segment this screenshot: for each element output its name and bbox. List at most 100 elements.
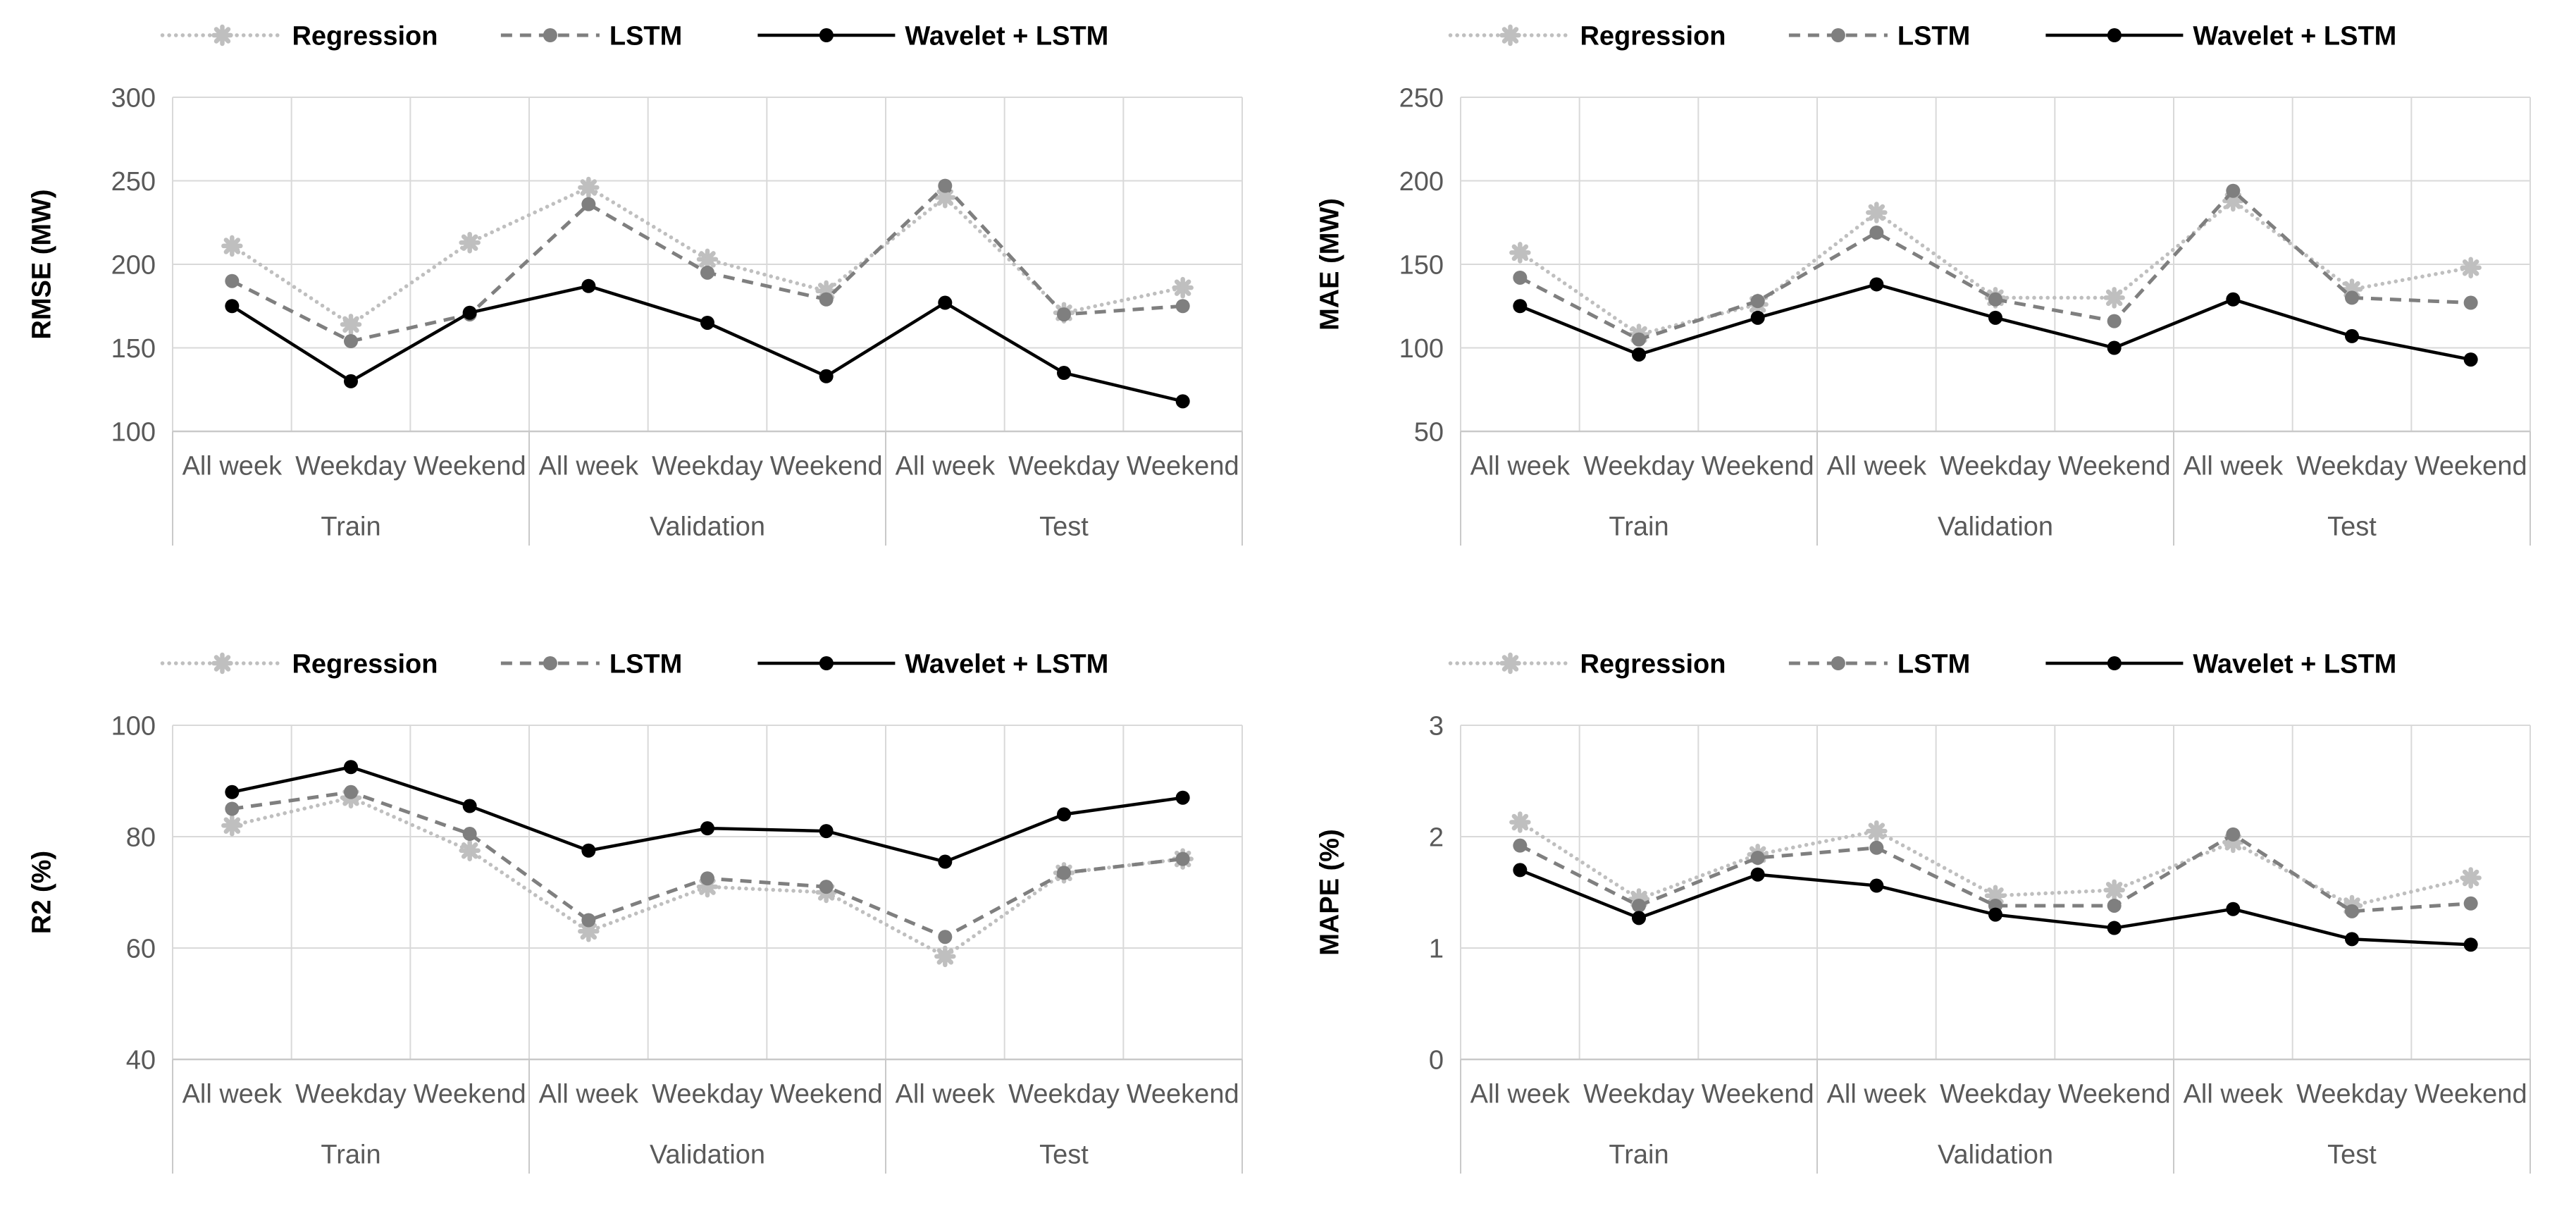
data-point-regression	[2103, 879, 2125, 902]
data-point-regression	[1866, 820, 1888, 842]
data-point-wavelet_lstm	[700, 315, 714, 330]
legend-marker-circle	[819, 28, 834, 42]
y-axis: 100 150 200 250 300 RMSE (MW)	[27, 83, 156, 447]
data-point-lstm	[700, 265, 714, 280]
legend-item-wavelet_lstm: Wavelet + LSTM	[2045, 649, 2396, 679]
data-point-regression	[1866, 202, 1888, 223]
category-label: Weekend	[414, 1079, 526, 1109]
y-tick-label: 50	[1414, 417, 1444, 447]
legend-label: Regression	[1580, 649, 1726, 679]
y-axis: 50 100 150 200 250 MAE (MW)	[1315, 83, 1444, 447]
data-point-wavelet_lstm	[1175, 394, 1190, 409]
group-label: Validation	[1938, 1140, 2053, 1169]
legend-item-regression: Regression	[160, 21, 438, 51]
data-point-lstm	[1057, 866, 1071, 880]
group-label: Train	[1609, 512, 1668, 541]
data-point-wavelet_lstm	[2226, 292, 2241, 307]
legend-label: LSTM	[1897, 21, 1970, 51]
category-label: Weekday	[1583, 1079, 1695, 1109]
data-point-regression	[340, 314, 362, 336]
y-axis-title: RMSE (MW)	[27, 189, 56, 339]
data-point-wavelet_lstm	[1513, 299, 1528, 314]
data-point-regression	[1172, 276, 1194, 299]
data-point-lstm	[344, 334, 358, 349]
legend-marker-star	[1499, 24, 1521, 47]
series-wavelet_lstm	[1513, 863, 2478, 952]
y-axis: 40 60 80 100 R2 (%)	[27, 711, 156, 1075]
legend-marker-star	[1499, 652, 1521, 675]
category-label: All week	[2184, 1079, 2284, 1109]
category-label: Weekend	[2058, 451, 2171, 481]
category-label: All week	[1827, 451, 1927, 481]
gridlines	[1460, 97, 2531, 432]
y-tick-label: 40	[126, 1045, 156, 1075]
data-point-regression	[459, 231, 481, 254]
data-point-wavelet_lstm	[462, 305, 477, 320]
y-axis: 0 1 2 3 MAPE (%)	[1315, 711, 1444, 1075]
legend-label: Wavelet + LSTM	[905, 649, 1108, 679]
category-label: All week	[2184, 451, 2284, 481]
data-point-lstm	[462, 827, 477, 842]
data-point-wavelet_lstm	[1513, 863, 1528, 878]
data-point-lstm	[2107, 898, 2122, 913]
legend-label: Wavelet + LSTM	[2193, 21, 2396, 51]
chart-r2-figure: All week Weekday Weekend All week Weekday Wee…	[0, 628, 1288, 1206]
data-point-lstm	[1513, 270, 1528, 285]
series-line-wavelet_lstm	[231, 765, 1183, 863]
chart-mae-figure: All week Weekday Weekend All week Weekday Wee…	[1288, 0, 2576, 578]
legend-label: Wavelet + LSTM	[905, 21, 1108, 51]
group-label: Train	[321, 1140, 380, 1169]
data-point-wavelet_lstm	[581, 843, 596, 858]
category-label: Weekday	[2296, 451, 2408, 481]
legend-label: LSTM	[609, 649, 682, 679]
rmse-chart-svg: All week Weekday Weekend All week Weekday Wee…	[27, 21, 1243, 546]
legend-marker-circle	[2107, 656, 2122, 670]
data-point-wavelet_lstm	[1057, 366, 1071, 381]
data-point-wavelet_lstm	[2107, 921, 2122, 935]
data-point-regression	[696, 248, 719, 271]
category-label: Weekday	[295, 451, 407, 481]
group-label: Test	[1039, 512, 1089, 541]
data-point-lstm	[1057, 307, 1071, 322]
data-point-wavelet_lstm	[1869, 277, 1884, 292]
data-point-lstm	[225, 273, 240, 288]
series-lstm	[225, 178, 1190, 349]
category-label: Weekday	[652, 451, 763, 481]
legend-marker-star	[211, 652, 233, 675]
data-point-wavelet_lstm	[581, 278, 596, 293]
category-label: Weekday	[295, 1079, 407, 1109]
legend-marker-circle	[819, 656, 834, 670]
series-line-wavelet_lstm	[231, 284, 1184, 403]
category-label: Weekday	[1008, 1079, 1120, 1109]
data-point-lstm	[938, 178, 953, 193]
data-point-wavelet_lstm	[2345, 328, 2359, 343]
data-point-lstm	[2226, 183, 2241, 198]
data-point-regression	[934, 186, 956, 209]
category-label: All week	[1827, 1079, 1927, 1109]
y-tick-label: 60	[126, 934, 156, 964]
legend-label: Regression	[292, 649, 438, 679]
series-regression	[1509, 811, 2482, 917]
legend-marker-circle	[1831, 656, 1845, 670]
category-label: Weekend	[2058, 1079, 2171, 1109]
data-point-wavelet_lstm	[938, 854, 953, 869]
legend-marker-star	[211, 24, 233, 47]
data-point-lstm	[1988, 292, 2002, 307]
category-label: All week	[182, 451, 283, 481]
legend-marker-circle	[2107, 28, 2122, 42]
y-tick-label: 150	[111, 334, 156, 364]
group-label: Validation	[650, 512, 765, 541]
series-line-regression	[1518, 820, 2473, 908]
group-label: Train	[1609, 1140, 1668, 1169]
data-point-lstm	[1513, 838, 1528, 853]
mae-chart-svg: All week Weekday Weekend All week Weekday Wee…	[1315, 21, 2531, 546]
r2-chart-svg: All week Weekday Weekend All week Weekday Wee…	[27, 649, 1243, 1174]
series-wavelet_lstm	[225, 278, 1190, 409]
legend-label: LSTM	[1897, 649, 1970, 679]
y-axis-title: MAE (MW)	[1315, 198, 1344, 331]
data-point-wavelet_lstm	[1750, 310, 1765, 325]
legend: Regression LSTM Wavelet + LSTM	[160, 21, 1108, 51]
legend-label: LSTM	[609, 21, 682, 51]
legend-item-wavelet_lstm: Wavelet + LSTM	[757, 649, 1108, 679]
